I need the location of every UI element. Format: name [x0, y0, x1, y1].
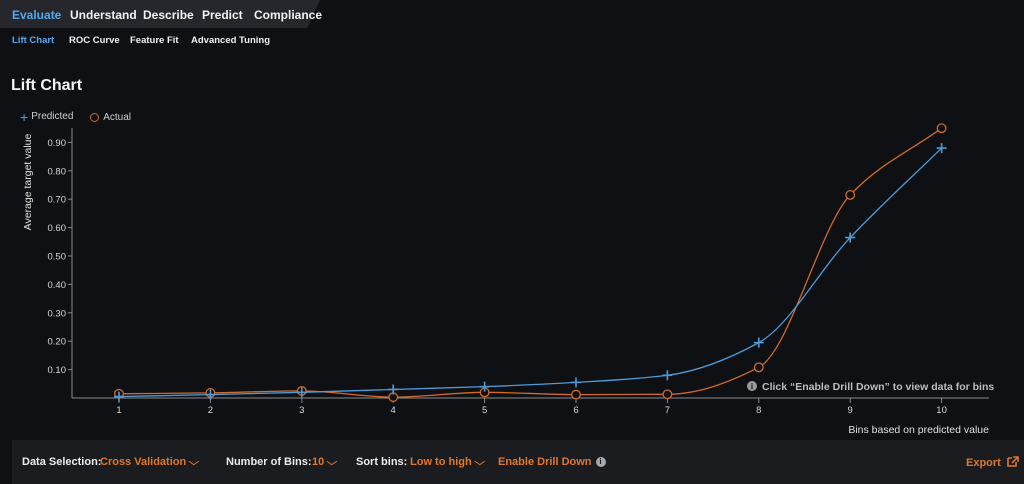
- data-point-predicted: [388, 384, 399, 395]
- sort-bins-value: Low to high: [410, 456, 472, 468]
- drill-down-hint-text: Click “Enable Drill Down” to view data f…: [762, 381, 994, 393]
- y-tick-label: 0.30: [48, 308, 67, 319]
- data-selection-dropdown[interactable]: Cross Validation ⌵: [100, 456, 200, 468]
- data-point-predicted: [845, 232, 856, 243]
- legend-actual-label: Actual: [103, 111, 132, 123]
- chart-controls-footer: Data Selection: Cross Validation ⌵ Number…: [12, 440, 1024, 484]
- page-title: Lift Chart: [11, 77, 83, 94]
- x-tick-label: 4: [391, 405, 396, 416]
- tab-predict[interactable]: Predict: [202, 8, 243, 22]
- y-tick-label: 0.60: [48, 223, 67, 234]
- chevron-down-icon: ⌵: [188, 457, 200, 468]
- number-of-bins-label: Number of Bins:: [226, 456, 312, 468]
- data-point-actual: [571, 389, 581, 400]
- x-tick-label: 8: [756, 405, 761, 416]
- y-axis-label: Average target value: [22, 133, 34, 230]
- data-selection-label: Data Selection:: [22, 456, 102, 468]
- data-point-predicted: [662, 370, 673, 381]
- chart-legend: + Predicted Actual: [20, 108, 143, 125]
- export-label: Export: [966, 457, 1001, 469]
- info-icon[interactable]: i: [595, 457, 606, 467]
- sort-bins-label: Sort bins:: [356, 456, 408, 468]
- subtab-advanced-tuning[interactable]: Advanced Tuning: [191, 35, 270, 46]
- data-point-predicted: [296, 387, 307, 398]
- chart-series: [114, 123, 947, 403]
- x-axis-label: Bins based on predicted value: [848, 424, 989, 436]
- data-point-actual: [753, 362, 764, 373]
- tab-compliance[interactable]: Compliance: [254, 8, 323, 22]
- series-line-predicted: [118, 147, 943, 398]
- data-selection-value: Cross Validation: [100, 456, 187, 468]
- x-tick-label: 9: [848, 405, 853, 416]
- series-line-actual: [118, 127, 942, 398]
- x-tick-label: 1: [116, 405, 121, 416]
- data-point-predicted: [479, 381, 490, 392]
- x-tick-label: 3: [299, 405, 304, 416]
- tab-understand[interactable]: Understand: [70, 8, 137, 22]
- chevron-down-icon: ⌵: [474, 457, 485, 468]
- subtab-feature-fit[interactable]: Feature Fit: [130, 35, 179, 46]
- data-point-predicted: [571, 377, 581, 388]
- chevron-down-icon: ⌵: [326, 457, 338, 468]
- y-tick-label: 0.90: [48, 138, 67, 149]
- enable-drill-down-label: Enable Drill Down: [498, 456, 592, 468]
- data-point-actual: [936, 123, 947, 134]
- legend-predicted[interactable]: + Predicted: [20, 108, 74, 125]
- x-tick-label: 7: [665, 405, 670, 416]
- export-button[interactable]: Export: [966, 456, 1019, 469]
- x-tick-label: 10: [936, 405, 947, 416]
- data-point-actual: [845, 189, 856, 200]
- tab-evaluate[interactable]: Evaluate: [12, 8, 62, 22]
- legend-predicted-label: Predicted: [31, 111, 74, 122]
- legend-actual[interactable]: Actual: [88, 112, 131, 123]
- top-nav-bar: Evaluate Understand Describe Predict Com…: [0, 0, 1024, 28]
- data-point-actual: [662, 389, 673, 400]
- x-axis: 1 2 3 4 5 6 7 8 9 10: [72, 397, 989, 416]
- data-point-predicted: [114, 391, 124, 402]
- y-tick-label: 0.70: [48, 195, 67, 206]
- x-tick-label: 6: [573, 405, 578, 416]
- x-tick-label: 5: [482, 405, 487, 416]
- sort-bins-dropdown[interactable]: Low to high ⌵: [410, 456, 485, 468]
- main-tabs-background: [0, 0, 320, 28]
- external-link-icon: [1007, 456, 1019, 467]
- data-point-predicted: [205, 389, 216, 400]
- data-point-predicted: [753, 337, 764, 348]
- subtab-lift-chart[interactable]: Lift Chart: [12, 35, 55, 46]
- y-tick-label: 0.50: [48, 252, 67, 263]
- tab-describe[interactable]: Describe: [143, 8, 194, 22]
- y-tick-label: 0.20: [48, 337, 67, 348]
- subtab-roc-curve[interactable]: ROC Curve: [69, 35, 120, 46]
- circle-icon: [90, 112, 100, 122]
- drill-down-hint: i Click “Enable Drill Down” to view data…: [747, 381, 994, 393]
- y-axis: 0.10 0.20 0.30 0.40 0.50 0.60 0.70 0.80 0.90: [48, 128, 73, 398]
- enable-drill-down-button[interactable]: Enable Drill Down i: [498, 456, 606, 468]
- y-tick-label: 0.40: [48, 280, 67, 291]
- info-icon: [747, 381, 757, 391]
- plus-icon: +: [20, 108, 29, 125]
- number-of-bins-value: 10: [312, 456, 325, 468]
- info-icon-glyph: i: [751, 382, 753, 391]
- y-tick-label: 0.10: [48, 365, 67, 376]
- lift-chart: 0.10 0.20 0.30 0.40 0.50 0.60 0.70 0.80 0.90 1 2 3…: [22, 123, 994, 436]
- y-tick-label: 0.80: [48, 166, 67, 177]
- x-tick-label: 2: [208, 405, 213, 416]
- number-of-bins-dropdown[interactable]: 10 ⌵: [312, 456, 338, 468]
- data-point-predicted: [936, 143, 947, 154]
